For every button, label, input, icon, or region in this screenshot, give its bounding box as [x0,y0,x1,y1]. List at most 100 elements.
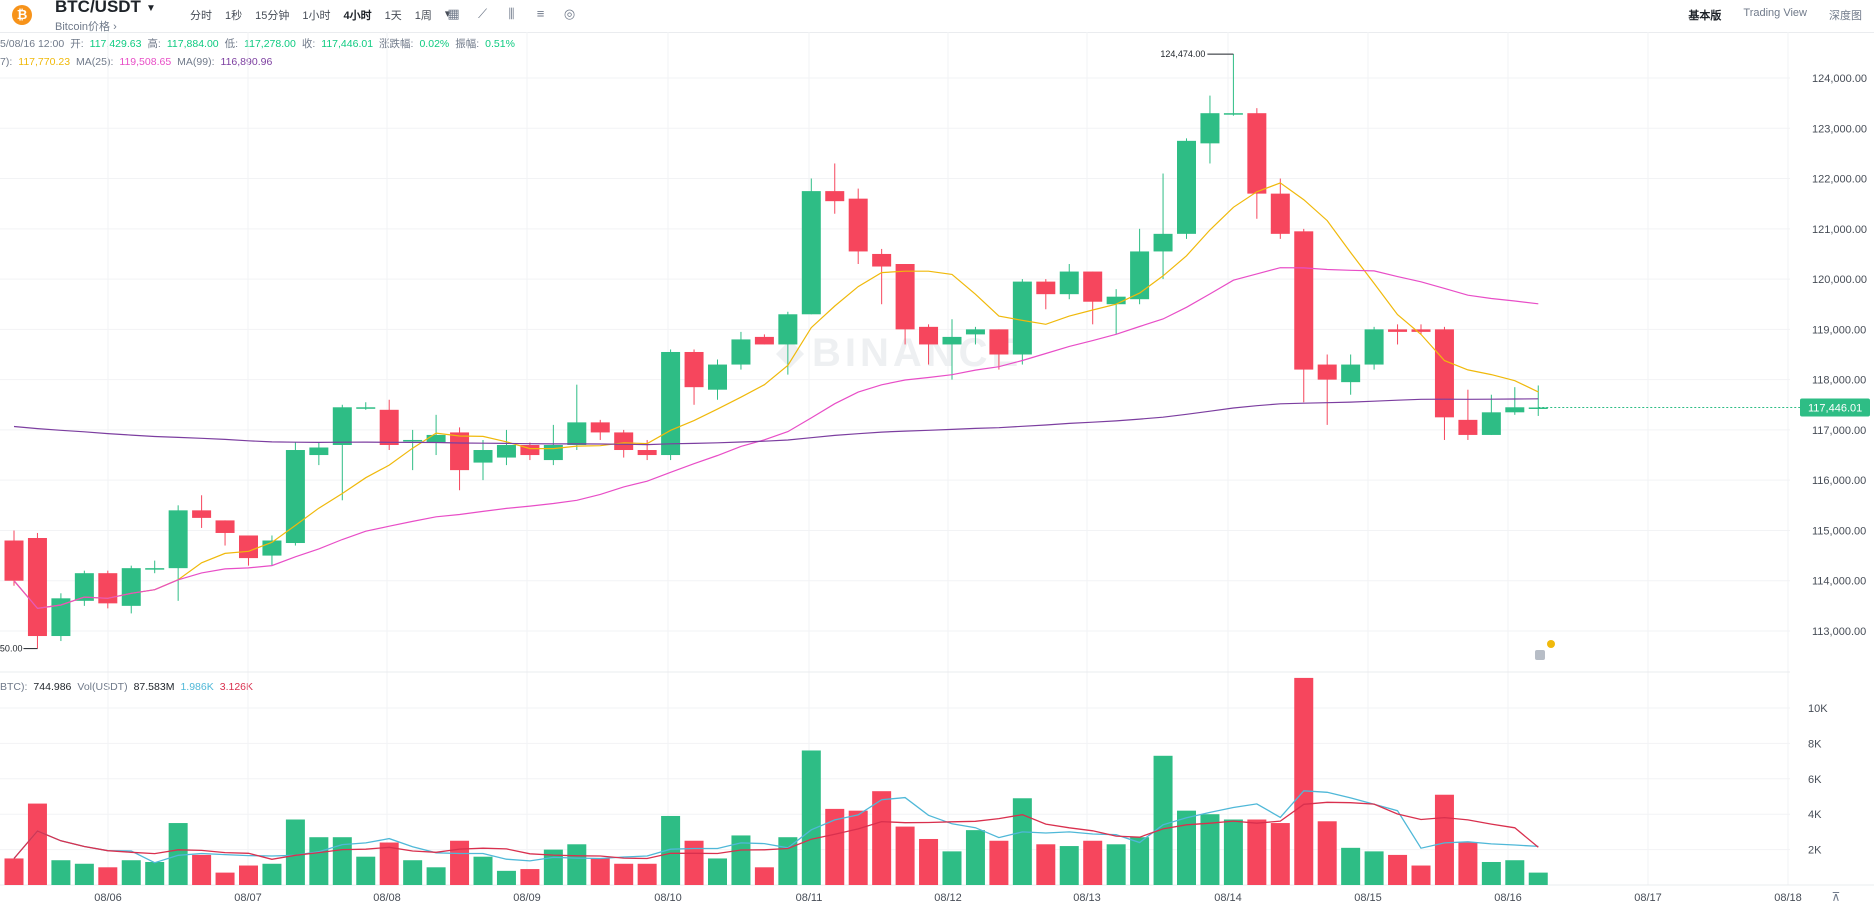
volume-bar [1059,846,1079,885]
target-icon[interactable]: ◎ [563,6,576,21]
volume-bar [379,842,399,885]
candle-body [919,326,939,345]
candle-body [1083,271,1103,302]
interval-2[interactable]: 15分钟 [255,10,290,22]
candle-body [1036,281,1056,295]
price-tick-label: 118,000.00 [1812,375,1866,387]
price-chart[interactable]: BINANCE 113,000.00114,000.00115,000.0011… [0,32,1874,909]
view-tab-1[interactable]: Trading View [1743,7,1807,19]
candle-body [215,520,235,533]
candle-body [778,314,798,345]
date-tick-label: 08/08 [373,892,401,904]
ma7-line [13,182,1539,610]
volume-bar [285,819,305,885]
candle-body [1177,140,1196,234]
vol-usdt-value: 87.583M [133,681,175,693]
candle-body [1012,281,1032,355]
candle-body [801,191,821,315]
ma7-value: 117,770.23 [18,56,71,68]
chevron-down-icon[interactable]: ▾ [444,8,451,20]
interval-6[interactable]: 1周 [414,10,432,22]
interval-1[interactable]: 1秒 [225,10,243,22]
binance-logo-icon [776,340,804,368]
candle-body [1528,407,1548,409]
calendar-icon[interactable]: ▦ [447,6,460,21]
date-tick-label: 08/12 [934,892,962,904]
volume-bar [1177,810,1196,885]
volume-bar [1528,872,1548,885]
ma25-value: 119,508.65 [119,56,172,68]
vol-ma5-value: 1.986K [180,681,214,693]
price-tick-label: 121,000.00 [1812,224,1867,236]
price-tick-label: 120,000.00 [1812,274,1867,286]
candle-body [543,444,563,461]
volume-bar [872,791,892,885]
interval-5[interactable]: 1天 [384,10,402,22]
volume-tick-label: 8K [1808,738,1822,750]
notification-dot-icon [1547,640,1555,648]
volume-bar [942,851,962,885]
candle-body [637,450,657,456]
volume-bars [4,677,1548,885]
pair-title[interactable]: BTC/USDT [55,0,141,16]
volume-ma-lines [13,790,1539,864]
volume-bar [1223,819,1243,885]
volume-bar [708,858,727,885]
ma25-line [13,267,1539,610]
interval-3[interactable]: 1小时 [302,10,331,22]
candle-body [356,407,376,409]
candle-body [895,264,915,330]
interval-0[interactable]: 分时 [190,10,212,22]
date-tick-label: 08/15 [1354,892,1382,904]
axis-fit-icon: ⊼ [1832,890,1841,904]
volume-bar [309,837,329,885]
chart-type-icon[interactable]: ⫼ [508,6,515,21]
volume-bar [825,808,845,885]
candle-body [332,407,352,445]
price-tick-label: 124,000.00 [1812,73,1867,85]
price-markers: 124,474.00 550.00 [0,49,1555,660]
candle-body [1223,113,1243,115]
volume-bar [989,840,1009,885]
top-toolbar: ₿ BTC/USDT ▼ Bitcoin价格 › ▾ 分时 1秒 15分钟 1小时 4小… [0,0,1874,33]
candle-body [1434,329,1454,418]
candle-body [825,191,845,202]
volume-bar [1481,861,1501,885]
settings-sliders-icon[interactable]: ≡ [536,6,545,21]
date-tick-label: 08/07 [234,892,262,904]
max-price-label: 124,474.00 [1160,49,1205,59]
volume-bar [731,835,751,885]
volume-bar [1434,794,1454,885]
interval-4[interactable]: 4小时 [343,10,372,22]
interval-selector: ▾ 分时 1秒 15分钟 1小时 4小时 1天 1周 [190,7,450,23]
candle-body [1294,231,1314,370]
volume-bar [684,840,704,885]
volume-bar [661,815,681,885]
ma99-line [13,398,1539,446]
last-price-label: 117,446.01 [1808,402,1862,414]
candle-body [590,422,610,433]
candle-body [1341,364,1361,383]
volume-bar [27,803,47,885]
date-tick-label: 08/10 [654,892,682,904]
caret-down-icon[interactable]: ▼ [146,3,156,14]
view-tab-2[interactable]: 深度图 [1829,10,1862,22]
vol-btc-value: 744.986 [33,681,72,693]
volume-bar [496,870,516,885]
amplitude-value: 0.51% [485,38,515,50]
volume-bar [450,840,470,885]
price-tick-label: 122,000.00 [1812,174,1867,186]
volume-bar [145,861,165,885]
volume-bar [1458,842,1478,885]
candle-body [74,573,94,601]
candle-body [168,510,188,569]
price-tick-label: 116,000.00 [1812,475,1866,487]
candles [4,54,1548,649]
pair-subtitle[interactable]: Bitcoin价格 › [55,21,117,33]
view-tab-0[interactable]: 基本版 [1688,10,1722,22]
ma-info: 7): 117,770.23 MA(25): 119,508.65 MA(99): 116… [0,56,273,68]
indicator-icon[interactable]: ⟋ [477,6,488,21]
candle-body [754,336,774,345]
candle-body [942,336,962,345]
volume-bar [98,867,118,885]
